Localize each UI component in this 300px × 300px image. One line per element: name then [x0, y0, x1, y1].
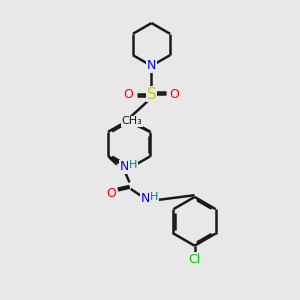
Text: H: H [150, 192, 158, 202]
Text: O: O [106, 187, 116, 200]
Text: H: H [129, 160, 137, 170]
Text: O: O [124, 88, 134, 100]
Text: CH₃: CH₃ [121, 116, 142, 127]
Text: N: N [147, 59, 156, 72]
Text: O: O [169, 88, 179, 100]
Text: S: S [147, 87, 156, 102]
Text: Cl: Cl [188, 253, 201, 266]
Text: N: N [119, 160, 129, 173]
Text: N: N [141, 192, 150, 205]
